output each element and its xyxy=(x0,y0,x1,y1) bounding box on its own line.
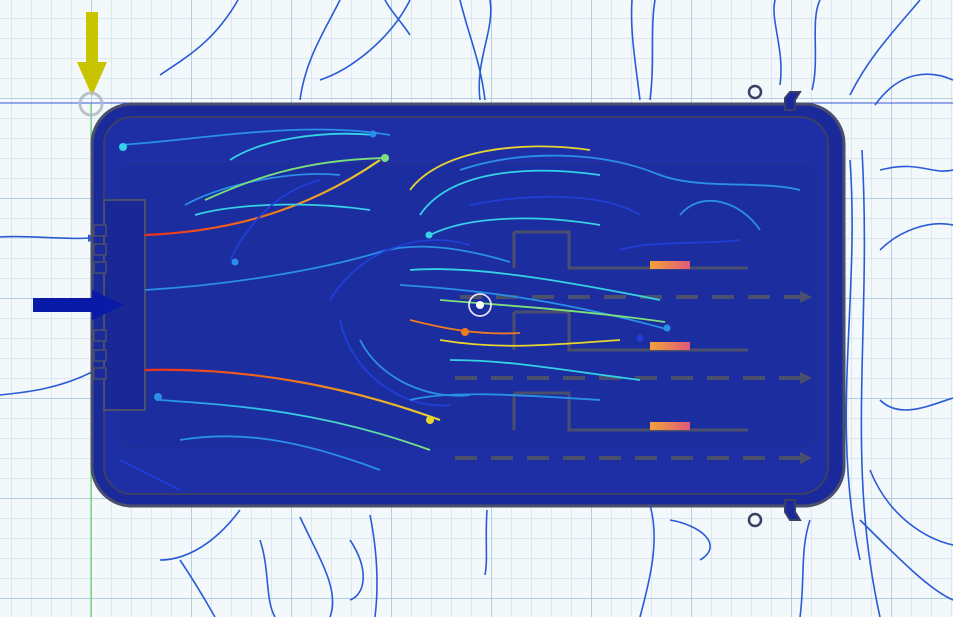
heat-source-1[interactable] xyxy=(650,261,690,269)
mount-hole-bottom xyxy=(747,512,763,528)
mount-tab-top xyxy=(784,91,802,111)
heat-source-3[interactable] xyxy=(650,422,690,430)
internal-streamlines xyxy=(119,128,801,491)
origin-marker-icon[interactable] xyxy=(78,91,104,117)
enclosure[interactable] xyxy=(90,84,846,528)
mount-tab-bottom xyxy=(784,499,802,521)
inlet-vent-slots xyxy=(93,224,107,380)
rail-end-markers xyxy=(800,291,812,464)
view-pivot-icon[interactable] xyxy=(468,293,492,317)
streamline-markers xyxy=(119,130,671,424)
gravity-arrow-icon[interactable] xyxy=(77,12,107,96)
mount-hole-top xyxy=(747,84,763,100)
heat-source-2[interactable] xyxy=(650,342,690,350)
inlet-flow-arrow-icon[interactable] xyxy=(33,290,124,320)
